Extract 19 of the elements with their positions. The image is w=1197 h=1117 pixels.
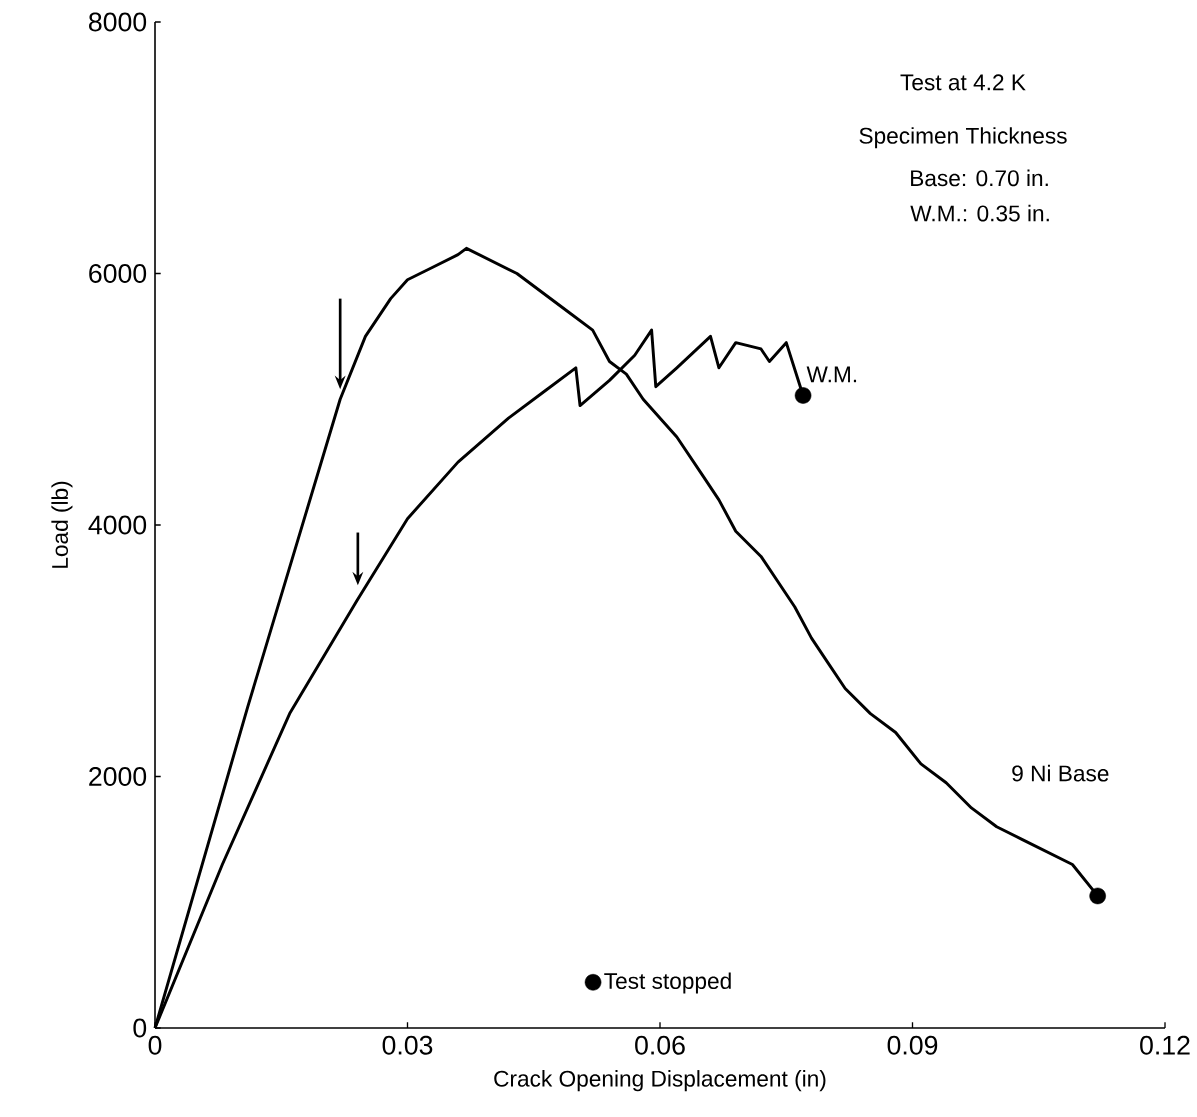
y-tick-label: 6000	[89, 264, 147, 283]
annotation: Base: 0.70 in.	[911, 169, 1048, 187]
x-axis-title: Crack Opening Displacement (in)	[494, 1070, 826, 1092]
x-tick-label: 0	[148, 1035, 162, 1055]
x-tick-label: 0.03	[382, 1035, 433, 1055]
y-tick-label: 2000	[89, 767, 147, 786]
legend-label: Test stopped	[604, 972, 731, 994]
y-tick-label: 4000	[88, 515, 147, 535]
x-tick-label: 0.06	[635, 1035, 685, 1055]
annotation: Specimen Thickness	[859, 127, 1067, 149]
text: 9 Ni Base	[1012, 764, 1109, 782]
y-tick-label: 8000	[89, 12, 147, 32]
x-tick-label: 0.12	[1140, 1035, 1190, 1055]
y-tick-label: 0	[133, 1018, 147, 1038]
series-label: W.M.	[806, 366, 857, 383]
x-tick-label: 0.09	[887, 1035, 938, 1055]
annotation: Test at 4.2 K	[900, 74, 1026, 91]
annotation: W.M.: 0.35 in.	[910, 204, 1049, 222]
y-axis-title: Load (lb)	[51, 481, 73, 568]
